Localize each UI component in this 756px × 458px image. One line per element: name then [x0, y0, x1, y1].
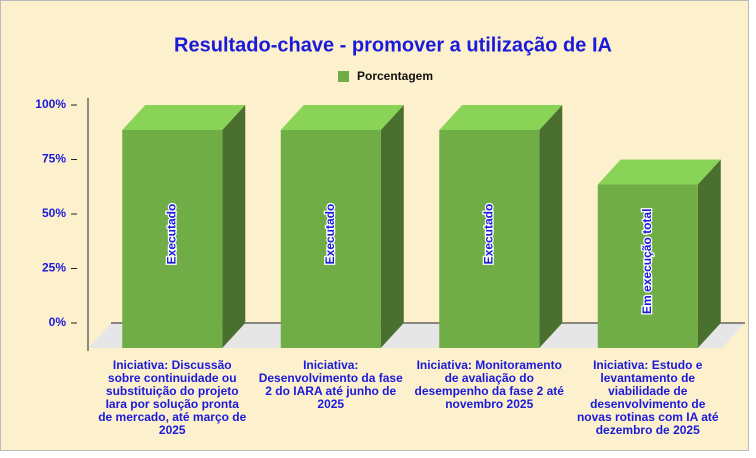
bar	[597, 184, 698, 348]
bar-top	[439, 105, 563, 130]
x-tick-label: Iniciativa: Discussão sobre continuidade…	[98, 358, 247, 437]
bar-side	[539, 105, 563, 348]
bar	[280, 130, 381, 348]
y-tick-label: 50%	[42, 206, 66, 220]
bar-annotation: Executado	[481, 204, 495, 265]
bar-side	[697, 159, 721, 348]
bar-top	[280, 105, 404, 130]
bar-top	[122, 105, 246, 130]
bar-annotation: Em execução total	[640, 209, 654, 314]
legend-label: Porcentagem	[357, 69, 433, 83]
y-tick-label: 0%	[49, 315, 67, 329]
x-tick-label: Iniciativa: Monitoramento de avaliação d…	[414, 358, 564, 411]
legend-swatch	[338, 71, 349, 82]
y-tick-label: 75%	[42, 152, 66, 166]
bar-side	[380, 105, 404, 348]
bar-top	[597, 159, 721, 185]
y-tick-label: 100%	[35, 97, 66, 111]
bar-annotation: Executado	[323, 204, 337, 265]
floor	[88, 323, 745, 348]
chart-title: Resultado-chave - promover a utilização …	[174, 34, 612, 56]
bar-annotation: Executado	[164, 204, 178, 265]
bar	[122, 130, 223, 348]
y-tick-label: 25%	[42, 261, 66, 275]
bar	[439, 130, 540, 348]
bar-side	[222, 105, 246, 348]
x-tick-label: Iniciativa: Estudo e levantamento de via…	[576, 358, 719, 437]
x-tick-label: Iniciativa: Desenvolvimento da fase 2 do…	[258, 358, 403, 411]
